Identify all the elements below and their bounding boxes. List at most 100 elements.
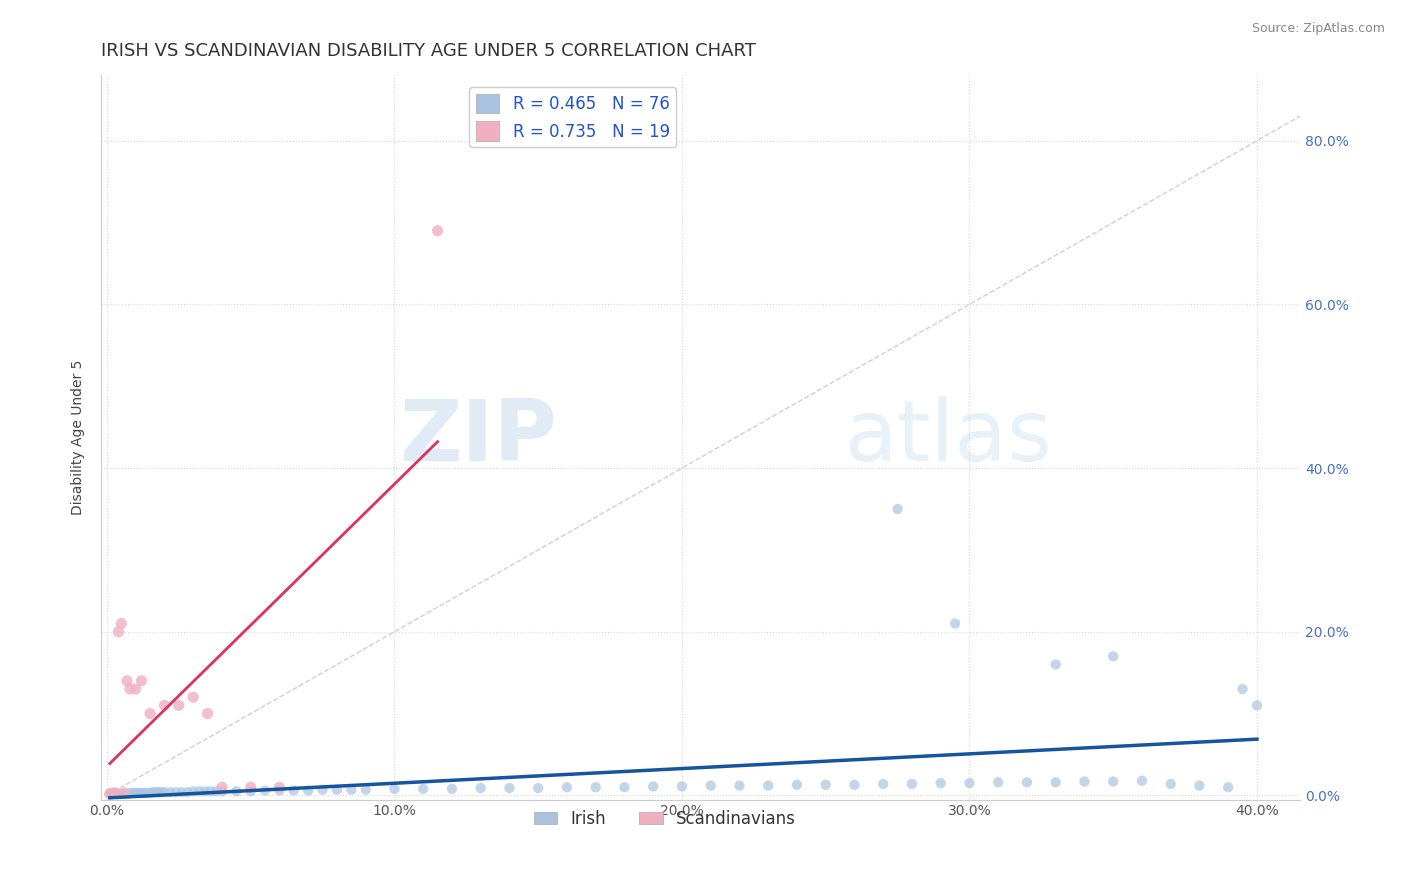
Point (181, 784, 204, 798)
Point (1130, 773, 1153, 788)
Point (107, 787, 129, 801)
Point (269, 780, 291, 795)
Point (194, 784, 217, 798)
Point (110, 616, 132, 631)
Point (136, 786, 159, 800)
Point (167, 698, 190, 713)
Point (340, 782, 363, 797)
Point (125, 681, 148, 696)
Point (844, 778, 866, 792)
Point (1102, 649, 1125, 664)
Point (814, 778, 837, 792)
Point (148, 785, 170, 799)
Point (98, 787, 121, 801)
Point (112, 786, 135, 800)
Point (118, 786, 141, 800)
Point (943, 616, 966, 631)
Point (98, 787, 121, 801)
Text: Source: ZipAtlas.com: Source: ZipAtlas.com (1251, 22, 1385, 36)
Point (1246, 698, 1268, 713)
Point (112, 787, 135, 801)
Point (886, 502, 908, 516)
Point (145, 785, 167, 799)
Point (139, 786, 162, 800)
Point (872, 777, 894, 791)
Point (104, 786, 127, 800)
Point (1102, 774, 1125, 789)
Point (134, 786, 156, 800)
Text: atlas: atlas (845, 396, 1053, 479)
Point (901, 777, 924, 791)
Point (115, 673, 138, 688)
Point (1015, 775, 1038, 789)
Point (613, 780, 636, 795)
Point (959, 776, 981, 790)
Point (197, 706, 219, 721)
Text: IRISH VS SCANDINAVIAN DISABILITY AGE UNDER 5 CORRELATION CHART: IRISH VS SCANDINAVIAN DISABILITY AGE UND… (101, 42, 756, 60)
Point (269, 783, 291, 797)
Point (470, 780, 492, 795)
Point (239, 784, 262, 798)
Point (211, 780, 233, 795)
Point (699, 779, 721, 793)
Point (153, 785, 176, 799)
Point (283, 783, 305, 797)
Point (1073, 774, 1095, 789)
Point (139, 706, 162, 721)
Point (176, 785, 198, 799)
Point (555, 780, 578, 795)
Point (101, 786, 124, 800)
Point (107, 624, 129, 639)
Legend: Irish, Scandinavians: Irish, Scandinavians (527, 804, 803, 835)
Point (200, 784, 222, 798)
Point (440, 781, 463, 796)
Point (125, 786, 148, 800)
Point (181, 690, 204, 705)
Point (756, 779, 779, 793)
Point (1045, 657, 1067, 672)
Point (1218, 780, 1240, 795)
Point (498, 780, 520, 795)
Point (1160, 777, 1182, 791)
Point (165, 785, 187, 799)
Point (142, 785, 165, 799)
Point (1232, 681, 1254, 696)
Point (1188, 779, 1211, 793)
Point (643, 780, 665, 794)
Point (786, 778, 808, 792)
Y-axis label: Disability Age Under 5: Disability Age Under 5 (72, 359, 86, 515)
Point (205, 784, 228, 798)
Point (150, 785, 173, 799)
Point (426, 224, 449, 238)
Point (929, 776, 952, 790)
Point (297, 783, 319, 797)
Point (128, 786, 150, 800)
Point (225, 784, 247, 798)
Point (153, 698, 176, 713)
Point (188, 784, 211, 798)
Point (412, 781, 434, 796)
Point (118, 681, 141, 696)
Point (354, 782, 377, 797)
Point (527, 780, 550, 795)
Point (104, 787, 127, 801)
Text: ZIP: ZIP (399, 396, 557, 479)
Point (585, 780, 607, 795)
Point (239, 780, 262, 795)
Point (671, 780, 693, 794)
Point (159, 785, 181, 799)
Point (110, 787, 132, 801)
Point (115, 787, 138, 801)
Point (101, 787, 124, 801)
Point (131, 673, 153, 688)
Point (311, 782, 333, 797)
Point (1045, 775, 1067, 789)
Point (170, 785, 193, 799)
Point (987, 775, 1010, 789)
Point (131, 786, 153, 800)
Point (121, 786, 143, 800)
Point (326, 782, 349, 797)
Point (728, 779, 751, 793)
Point (384, 781, 406, 796)
Point (211, 784, 233, 798)
